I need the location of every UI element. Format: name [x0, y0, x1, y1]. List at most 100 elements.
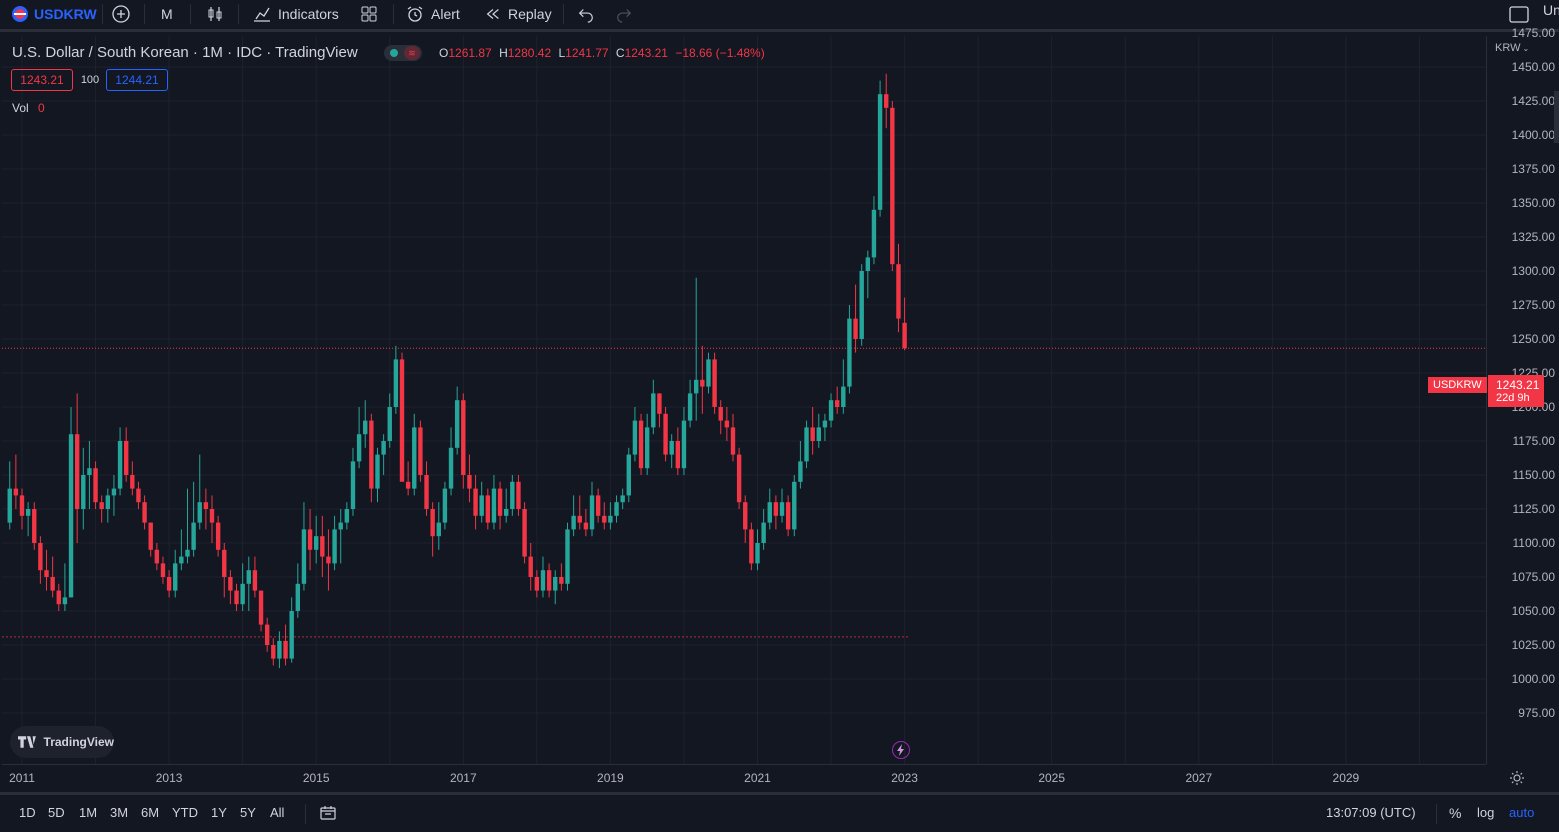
candle-body [497, 488, 503, 516]
bar-countdown: 22d 9h [1496, 392, 1530, 404]
currency-selector[interactable]: KRW ⌄ [1495, 42, 1529, 54]
price-tick-label: 1050.00 [1511, 604, 1555, 618]
candle-body [877, 94, 883, 210]
fullscreen-button[interactable] [1508, 0, 1530, 28]
candle-body [203, 502, 209, 509]
sell-price-button[interactable]: 1243.21 [11, 69, 73, 91]
candle-body [528, 556, 533, 577]
range-button-all[interactable]: All [270, 805, 285, 820]
candle-body [74, 434, 80, 509]
candle-body [657, 393, 662, 414]
close-value: 1243.21 [624, 46, 668, 60]
candle-body [651, 393, 656, 428]
candle-body [669, 441, 674, 455]
price-axis[interactable]: KRW ⌄ 1475.00 1450.00 1425.00 1400.00 1375.00… [1486, 26, 1559, 764]
range-button-1m[interactable]: 1M [79, 805, 98, 820]
replay-button[interactable]: Replay [484, 0, 552, 28]
market-status-toggle[interactable]: ≋ [384, 45, 422, 61]
undo-button[interactable] [577, 0, 595, 28]
candle-body [871, 209, 877, 258]
candle-body [724, 420, 730, 428]
candle-body [608, 515, 613, 523]
compare-button[interactable] [111, 0, 131, 28]
range-button-5y[interactable]: 5Y [240, 805, 256, 820]
price-tick-label: 1375.00 [1511, 162, 1555, 176]
log-scale-button[interactable]: log [1477, 805, 1495, 820]
currency-label: KRW [1495, 42, 1521, 54]
candle-body [62, 597, 68, 605]
volume-label: Vol [12, 101, 29, 115]
layouts-button[interactable] [359, 0, 379, 28]
divider [563, 4, 564, 24]
candle-body [179, 556, 184, 564]
change-value: −18.66 (−1.48%) [675, 46, 765, 60]
market-open-icon [390, 49, 398, 57]
range-button-6m[interactable]: 6M [141, 805, 160, 820]
scale-handle[interactable] [1554, 91, 1559, 143]
low-value: 1241.77 [565, 46, 609, 60]
candle-body [859, 271, 864, 339]
candle-body [675, 441, 681, 469]
candle-body [375, 454, 380, 489]
ohlc-values: O1261.87 H1280.42 L1241.77 C1243.21 −18.… [439, 46, 765, 60]
unnamed-layout-button[interactable]: Un [1543, 0, 1559, 24]
candle-body [602, 515, 607, 523]
indicators-button[interactable]: Indicators [252, 0, 339, 28]
lightning-event-icon[interactable] [892, 741, 910, 759]
indicators-icon [254, 7, 270, 22]
candle-body [865, 257, 871, 271]
candle-body [749, 529, 754, 564]
volume-legend: Vol 0 [12, 101, 45, 115]
candle-body [522, 509, 527, 557]
price-tick-label: 975.00 [1518, 706, 1555, 720]
candle-body [479, 495, 484, 516]
candle-body [430, 509, 435, 537]
candle-body [289, 611, 294, 659]
candle-body [890, 107, 895, 265]
range-button-3m[interactable]: 3M [110, 805, 129, 820]
gear-icon [1510, 771, 1524, 785]
divider [1436, 804, 1437, 824]
top-toolbar: USDKRW M Indicators Alert Replay Un [0, 0, 1559, 32]
price-tick-label: 1125.00 [1512, 502, 1556, 516]
date-range-button[interactable] [319, 804, 337, 827]
price-chart[interactable] [2, 32, 1486, 764]
range-button-1d[interactable]: 1D [19, 805, 36, 820]
redo-button[interactable] [615, 0, 633, 28]
auto-scale-button[interactable]: auto [1509, 805, 1535, 820]
interval-label: M [161, 6, 173, 22]
candle-body [338, 522, 343, 530]
price-tick-label: 1275.00 [1511, 298, 1555, 312]
candle-body [473, 488, 478, 516]
chart-type-button[interactable] [205, 0, 225, 28]
candle-body [595, 495, 601, 516]
spread-value: 100 [80, 74, 100, 86]
candle-body [87, 468, 92, 475]
time-axis[interactable]: 2011 2013 2015 2017 2019 2021 2023 2025 2027 2029 [2, 764, 1486, 793]
tradingview-logo[interactable]: TradingView [10, 726, 114, 758]
candle-body [68, 434, 74, 598]
candle-body [516, 481, 521, 509]
candle-body [412, 427, 417, 489]
candle-body [792, 481, 797, 530]
range-button-1y[interactable]: 1Y [211, 805, 227, 820]
alert-button[interactable]: Alert [405, 0, 460, 28]
symbol-label: USDKRW [34, 6, 97, 22]
candle-body [166, 577, 172, 591]
price-tick-label: 1250.00 [1511, 332, 1555, 346]
candle-body [252, 570, 258, 591]
buy-price-button[interactable]: 1244.21 [106, 69, 168, 91]
chart-pane[interactable] [2, 32, 1486, 764]
symbol-flag-icon [12, 6, 28, 22]
range-button-ytd[interactable]: YTD [172, 805, 198, 820]
range-button-5d[interactable]: 5D [48, 805, 65, 820]
open-value: 1261.87 [448, 46, 492, 60]
chart-settings-button[interactable] [1509, 770, 1525, 791]
interval-button[interactable]: M [161, 0, 173, 28]
percent-scale-button[interactable]: % [1449, 805, 1462, 821]
symbol-search[interactable]: USDKRW [10, 0, 97, 28]
candle-body [442, 488, 448, 523]
candle-body [277, 640, 282, 659]
candle-body [117, 441, 123, 489]
utc-clock[interactable]: 13:07:09 (UTC) [1326, 805, 1416, 820]
